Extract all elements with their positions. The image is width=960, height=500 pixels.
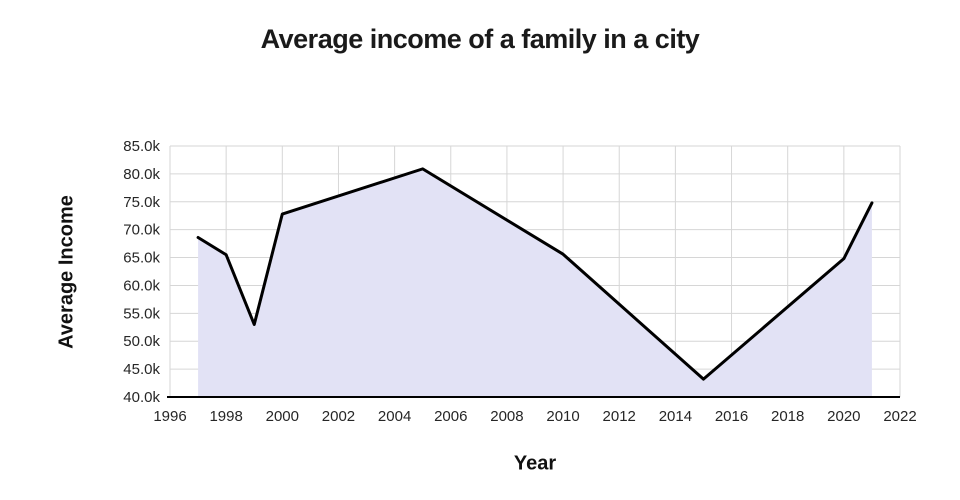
y-tick-label: 70.0k (123, 222, 160, 239)
x-tick-label: 2016 (715, 408, 748, 425)
data-line (196, 167, 874, 381)
x-tick-label: 1996 (153, 408, 186, 425)
x-tick-label: 2012 (603, 408, 636, 425)
area-fill (198, 168, 872, 397)
y-tick-label: 85.0k (123, 138, 160, 155)
x-tick-label: 2014 (659, 408, 692, 425)
y-tick-label: 45.0k (123, 361, 160, 378)
x-tick-label: 2004 (378, 408, 411, 425)
y-tick-label: 65.0k (123, 250, 160, 267)
x-tick-label: 2018 (771, 408, 804, 425)
x-tick-label: 2002 (322, 408, 355, 425)
x-tick-label: 2006 (434, 408, 467, 425)
x-tick-label: 2000 (266, 408, 299, 425)
x-tick-label: 2020 (827, 408, 860, 425)
y-tick-label: 50.0k (123, 333, 160, 350)
y-tick-label: 40.0k (123, 389, 160, 406)
y-tick-label: 55.0k (123, 305, 160, 322)
y-tick-label: 80.0k (123, 166, 160, 183)
x-tick-label: 1998 (209, 408, 242, 425)
chart-title: Average income of a family in a city (260, 24, 700, 54)
x-tick-label: 2022 (883, 408, 916, 425)
x-tick-label: 2008 (490, 408, 523, 425)
x-tick-label: 2010 (546, 408, 579, 425)
y-tick-label: 75.0k (123, 194, 160, 211)
y-tick-label: 60.0k (123, 277, 160, 294)
x-axis-title: Year (513, 452, 557, 475)
